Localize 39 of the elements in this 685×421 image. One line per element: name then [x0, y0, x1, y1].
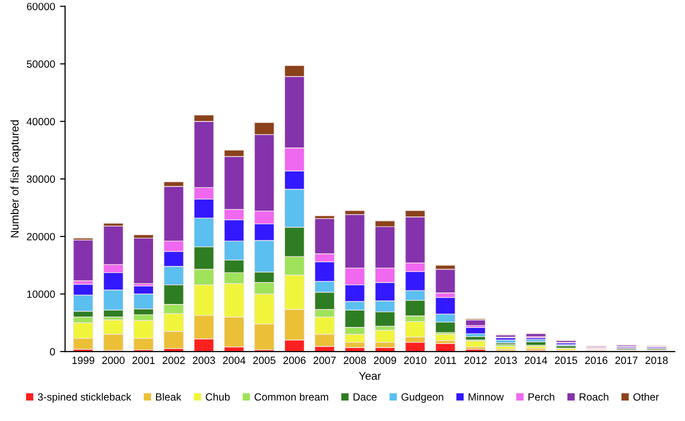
x-tick-label: 2002: [162, 356, 185, 364]
y-tick-label: 0: [50, 348, 55, 356]
x-tick-label: 2000: [102, 356, 125, 364]
y-tick-label: 20000: [26, 232, 55, 240]
y-tick-label: 50000: [26, 60, 55, 68]
x-tick-label: 2011: [434, 356, 456, 364]
x-axis-title: Year: [358, 372, 381, 380]
legend-label: Minnow: [468, 392, 504, 401]
x-tick-label: 2005: [253, 356, 276, 364]
legend-label: 3-spined stickleback: [38, 392, 132, 403]
legend-label: Perch: [528, 392, 554, 401]
y-tick-label: 30000: [26, 175, 55, 183]
x-tick-label: 2009: [374, 356, 396, 364]
x-tick-label: 2007: [314, 356, 336, 364]
x-tick-label: 2016: [585, 356, 608, 364]
x-tick-label: 2003: [192, 356, 216, 364]
x-tick-label: 2014: [524, 356, 548, 364]
legend-label: Common bream: [254, 392, 328, 401]
legend-label: Bleak: [156, 392, 182, 401]
x-tick-label: 2001: [132, 356, 155, 364]
x-tick-label: 2008: [344, 356, 366, 364]
legend-label: Dace: [354, 393, 377, 401]
legend-label: Gudgeon: [402, 392, 444, 403]
x-tick-label: 2006: [283, 356, 306, 364]
x-tick-label: 2018: [646, 356, 668, 364]
x-tick-label: 2010: [404, 356, 426, 364]
x-tick-label: 2013: [494, 356, 517, 364]
x-tick-label: 1999: [72, 356, 94, 364]
x-tick-label: 2017: [615, 356, 638, 364]
y-axis-title: Number of fish captured: [10, 120, 21, 238]
x-tick-label: 2015: [555, 356, 578, 364]
legend-label: Chub: [206, 392, 230, 401]
x-tick-label: 2004: [223, 356, 246, 364]
y-tick-label: 40000: [26, 118, 55, 126]
y-tick-label: 10000: [27, 290, 55, 298]
x-tick-label: 2012: [464, 356, 487, 364]
legend-label: Roach: [580, 392, 608, 401]
y-tick-label: 60000: [26, 2, 55, 10]
legend-label: Other: [633, 392, 659, 401]
